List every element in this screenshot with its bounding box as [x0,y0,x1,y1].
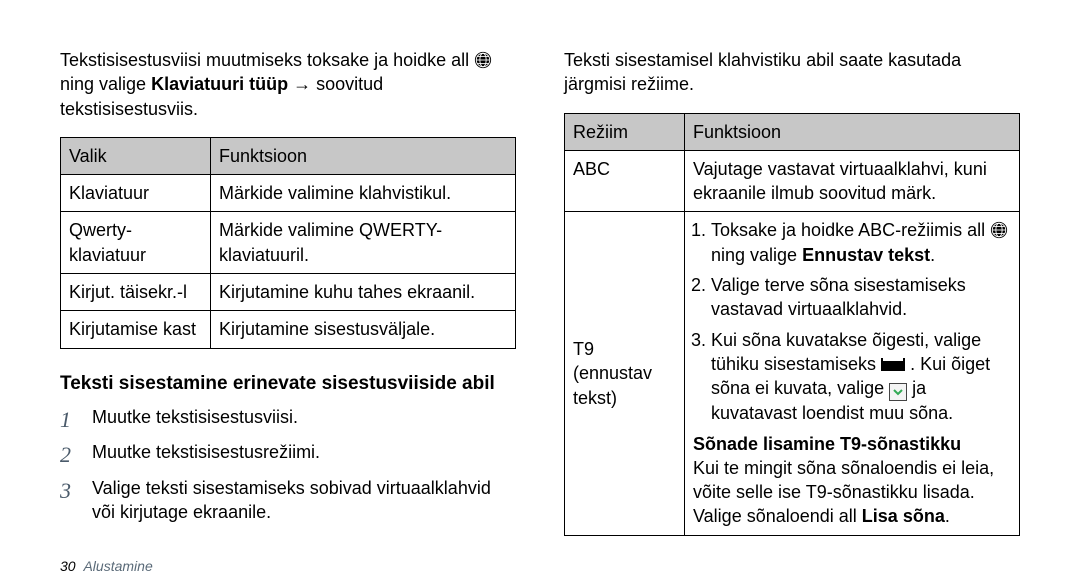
table-row: Kirjut. täisekr.-lKirjutamine kuhu tahes… [61,274,516,311]
step-number: 1 [60,405,78,435]
t9-paragraph: Sõnade lisamine T9-sõnastikku Kui te min… [693,432,1011,529]
right-column: Teksti sisestamisel klahvistiku abil saa… [564,48,1020,586]
table-row: Qwerty-klaviatuurMärkide valimine QWERTY… [61,212,516,274]
left-table: Valik Funktsioon KlaviatuurMärkide valim… [60,137,516,349]
t9-steps: Toksake ja hoidke ABC-režiimis all ning … [711,218,1011,425]
globe-icon [474,51,492,69]
step-item: 3Valige teksti sisestamiseks sobivad vir… [60,476,516,525]
footer-text: Alustamine [83,558,152,574]
right-th-1: Režiim [565,113,685,150]
left-column: Tekstisisestusviisi muutmiseks toksake j… [60,48,516,586]
left-th-2: Funktsioon [211,137,516,174]
right-th-2: Funktsioon [685,113,1020,150]
intro-right: Teksti sisestamisel klahvistiku abil saa… [564,48,1020,97]
step-number: 2 [60,440,78,470]
space-icon [881,361,905,371]
intro-left: Tekstisisestusviisi muutmiseks toksake j… [60,48,516,121]
step-number: 3 [60,476,78,525]
right-table: Režiim Funktsioon ABC Vajutage vastavat … [564,113,1020,536]
globe-icon [990,221,1008,239]
t9-step: Toksake ja hoidke ABC-režiimis all ning … [711,218,1011,267]
footer: 30 Alustamine [60,558,153,574]
intro-text-1: Tekstisisestusviisi muutmiseks toksake j… [60,50,474,70]
page-number: 30 [60,558,76,574]
table-row: Kirjutamise kastKirjutamine sisestusvälj… [61,311,516,348]
left-th-1: Valik [61,137,211,174]
steps-list: 1Muutke tekstisisestusviisi. 2Muutke tek… [60,405,516,531]
chevron-down-icon [889,383,907,401]
step-item: 2Muutke tekstisisestusrežiimi. [60,440,516,470]
t9-cell: Toksake ja hoidke ABC-režiimis all ning … [685,212,1020,535]
intro-text-2: ning valige [60,74,151,94]
t9-step: Kui sõna kuvatakse õigesti, valige tühik… [711,328,1011,426]
table-row: ABC Vajutage vastavat virtuaalklahvi, ku… [565,150,1020,212]
step-item: 1Muutke tekstisisestusviisi. [60,405,516,435]
section-heading: Teksti sisestamine erinevate sisestusvii… [60,373,516,395]
intro-bold: Klaviatuuri tüüp [151,74,288,94]
table-row: KlaviatuurMärkide valimine klahvistikul. [61,175,516,212]
t9-step: Valige terve sõna sisestamiseks vastavad… [711,273,1011,322]
table-row: T9 (ennustav tekst) Toksake ja hoidke AB… [565,212,1020,535]
